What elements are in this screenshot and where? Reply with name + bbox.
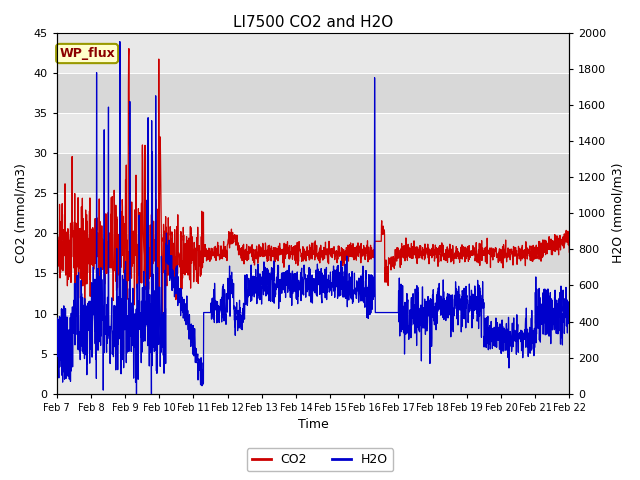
- Bar: [57, 233, 570, 274]
- Y-axis label: CO2 (mmol/m3): CO2 (mmol/m3): [15, 163, 28, 263]
- Title: LI7500 CO2 and H2O: LI7500 CO2 and H2O: [233, 15, 393, 30]
- Text: WP_flux: WP_flux: [60, 47, 115, 60]
- Bar: [57, 313, 570, 354]
- Legend: CO2, H2O: CO2, H2O: [247, 448, 393, 471]
- Bar: [57, 113, 570, 153]
- Bar: [57, 274, 570, 313]
- Bar: [57, 193, 570, 233]
- Bar: [57, 354, 570, 394]
- Bar: [57, 153, 570, 193]
- Bar: [57, 33, 570, 72]
- Bar: [57, 72, 570, 113]
- X-axis label: Time: Time: [298, 419, 328, 432]
- Y-axis label: H2O (mmol/m3): H2O (mmol/m3): [612, 163, 625, 264]
